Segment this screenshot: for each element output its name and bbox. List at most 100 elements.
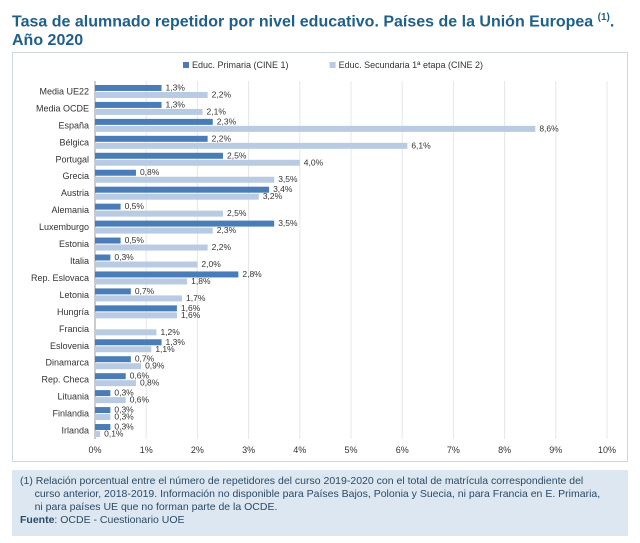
data-label: 0,9% [145,361,165,371]
x-tick-label: 5% [344,445,357,455]
data-label: 0,7% [135,286,155,296]
data-label: 2,8% [242,269,262,279]
bar-primaria [95,118,213,125]
data-label: 0,3% [114,405,134,415]
bar-primaria [95,271,239,278]
category-label: Austria [61,188,89,198]
category-label: Lituania [57,392,89,402]
legend-swatch [329,62,336,68]
bar-secundaria [95,261,198,268]
data-label: 0,6% [130,371,150,381]
bar-primaria [95,186,270,193]
category-label: España [58,120,89,130]
data-label: 4,0% [304,157,324,167]
data-label: 1,8% [191,276,211,286]
data-label: 0,7% [135,354,155,364]
data-label: 3,2% [263,191,283,201]
chart-title: Tasa de alumnado repetidor por nivel edu… [12,8,632,50]
bar-primaria [95,288,131,295]
bar-secundaria [95,414,111,421]
bar-secundaria [95,91,208,98]
bar-secundaria [95,125,536,132]
data-label: 1,3% [166,99,186,109]
chart-title-main: Tasa de alumnado repetidor por nivel edu… [12,13,594,31]
category-label: Dinamarca [45,358,89,368]
data-label: 1,2% [160,327,180,337]
source-label: Fuente [20,514,55,526]
data-label: 0,6% [130,395,150,405]
x-tick-label: 10% [598,445,616,455]
category-label: Media UE22 [39,86,89,96]
data-label: 2,2% [212,89,232,99]
bar-primaria [95,424,111,431]
data-label: 0,3% [114,412,134,422]
data-label: 3,5% [278,218,298,228]
bar-secundaria [95,278,188,285]
category-label: Alemania [51,205,89,215]
data-label: 2,2% [212,133,232,143]
data-label: 1,7% [186,293,206,303]
bar-secundaria [95,210,223,217]
bar-primaria [95,203,121,210]
data-label: 0,3% [114,388,134,398]
x-tick-label: 7% [447,445,460,455]
category-label: Rep. Checa [41,375,89,385]
category-label: Finlandia [52,409,89,419]
bar-primaria [95,373,126,380]
data-label: 2,5% [227,208,247,218]
bar-secundaria [95,363,142,370]
footnote-line-2: curso anterior, 2018-2019. Información n… [20,488,601,500]
data-label: 0,8% [140,378,160,388]
x-tick-label: 3% [242,445,255,455]
bar-primaria [95,135,208,142]
chart-area: Educ. Primaria (CINE 1) Educ. Secundaria … [12,52,628,462]
data-label: 0,3% [114,252,134,262]
category-label: Italia [70,256,89,266]
data-label: 2,2% [212,242,232,252]
category-label: Francia [59,324,89,334]
chart-title-footnote-ref: (1) [597,12,610,23]
data-label: 0,8% [140,167,160,177]
bar-primaria [95,356,131,363]
bar-secundaria [95,227,213,234]
footnote-line-3: ni para países UE que no forman parte de… [20,501,278,513]
bar-secundaria [95,193,259,200]
bar-secundaria [95,176,275,183]
legend-label: Educ. Secundaria 1ª etapa (CINE 2) [339,60,483,70]
bar-primaria [95,101,162,108]
source-line: Fuente: OCDE - Cuestionario UOE [20,514,620,527]
data-label: 2,0% [201,259,221,269]
category-label: Estonia [59,239,89,249]
bar-secundaria [95,397,126,404]
x-tick-label: 8% [498,445,511,455]
legend-label: Educ. Primaria (CINE 1) [192,60,289,70]
data-label: 2,3% [217,225,237,235]
x-tick-label: 0% [88,445,101,455]
data-label: 2,1% [207,106,227,116]
bar-chart: Educ. Primaria (CINE 1) Educ. Secundaria … [31,60,616,455]
bar-primaria [95,169,136,176]
bar-secundaria [95,244,208,251]
data-label: 6,1% [411,140,431,150]
category-label: Bélgica [59,137,89,147]
category-label: Portugal [55,154,89,164]
footnote-box: (1) Relación porcentual entre el número … [12,470,628,536]
bar-primaria [95,305,177,312]
x-tick-label: 9% [549,445,562,455]
x-tick-label: 6% [396,445,409,455]
chart-title-period: . [609,13,615,31]
bar-secundaria [95,159,300,166]
legend-swatch [183,62,189,68]
category-label: Eslovenia [50,341,89,351]
data-label: 3,4% [273,184,293,194]
data-label: 2,3% [217,116,237,126]
category-label: Grecia [62,171,89,181]
x-tick-label: 1% [140,445,153,455]
category-label: Media OCDE [36,103,89,113]
x-tick-label: 4% [293,445,306,455]
data-label: 0,1% [104,429,124,439]
data-label: 1,6% [181,310,201,320]
category-label: Irlanda [61,426,89,436]
data-label: 0,5% [125,235,145,245]
bar-primaria [95,84,162,91]
